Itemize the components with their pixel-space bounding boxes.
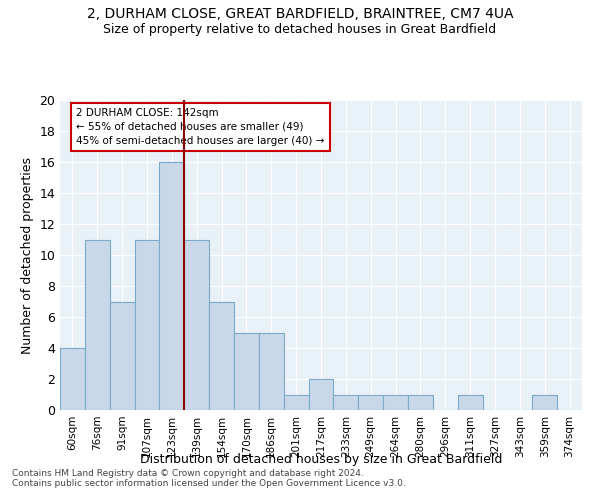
Text: Size of property relative to detached houses in Great Bardfield: Size of property relative to detached ho…	[103, 22, 497, 36]
Bar	[383, 394, 408, 410]
Text: Contains HM Land Registry data © Crown copyright and database right 2024.: Contains HM Land Registry data © Crown c…	[12, 468, 364, 477]
Bar	[408, 394, 433, 410]
Bar	[85, 240, 110, 410]
Text: 2 DURHAM CLOSE: 142sqm
← 55% of detached houses are smaller (49)
45% of semi-det: 2 DURHAM CLOSE: 142sqm ← 55% of detached…	[76, 108, 325, 146]
Bar	[334, 394, 358, 410]
Bar	[259, 332, 284, 410]
Bar	[110, 302, 134, 410]
Text: 2, DURHAM CLOSE, GREAT BARDFIELD, BRAINTREE, CM7 4UA: 2, DURHAM CLOSE, GREAT BARDFIELD, BRAINT…	[87, 8, 513, 22]
Text: Distribution of detached houses by size in Great Bardfield: Distribution of detached houses by size …	[140, 452, 502, 466]
Bar	[532, 394, 557, 410]
Y-axis label: Number of detached properties: Number of detached properties	[21, 156, 34, 354]
Text: Contains public sector information licensed under the Open Government Licence v3: Contains public sector information licen…	[12, 478, 406, 488]
Bar	[234, 332, 259, 410]
Bar	[60, 348, 85, 410]
Bar	[134, 240, 160, 410]
Bar	[184, 240, 209, 410]
Bar	[308, 379, 334, 410]
Bar	[284, 394, 308, 410]
Bar	[209, 302, 234, 410]
Bar	[458, 394, 482, 410]
Bar	[358, 394, 383, 410]
Bar	[160, 162, 184, 410]
